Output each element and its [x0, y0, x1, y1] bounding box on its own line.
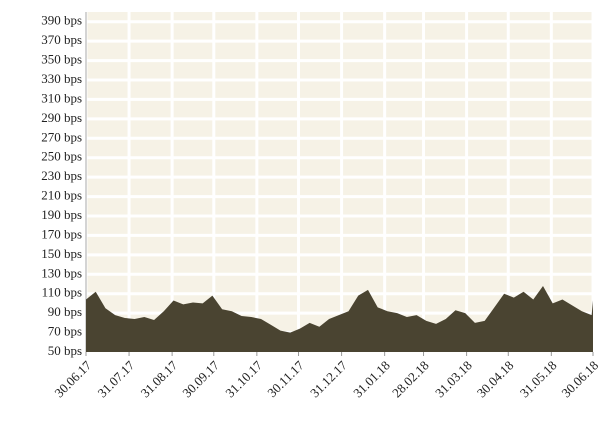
y-tick-label: 350 bps [41, 52, 82, 67]
y-tick-label: 390 bps [41, 13, 82, 28]
x-tick-label: 31.05.18 [517, 358, 560, 401]
x-tick-label: 30.06.17 [51, 357, 94, 400]
y-tick-label: 150 bps [41, 246, 82, 261]
x-tick-label: 30.06.18 [558, 358, 601, 401]
x-tick-label: 31.08.17 [138, 357, 181, 400]
y-tick-label: 330 bps [41, 71, 82, 86]
y-tick-label: 210 bps [41, 188, 82, 203]
y-tick-label: 290 bps [41, 110, 82, 125]
area [86, 285, 593, 352]
y-tick-label: 110 bps [42, 285, 82, 300]
y-tick-label: 50 bps [48, 343, 82, 358]
y-tick-label: 90 bps [48, 304, 82, 319]
x-tick-label: 28.02.18 [389, 358, 432, 401]
y-tick-label: 170 bps [41, 226, 82, 241]
x-tick-label: 31.10.17 [222, 357, 265, 400]
y-tick-label: 70 bps [48, 324, 82, 339]
x-tick-label: 31.12.17 [307, 357, 350, 400]
x-tick-label: 31.07.17 [95, 357, 138, 400]
y-tick-label: 250 bps [41, 149, 82, 164]
x-tick-label: 30.09.17 [179, 357, 222, 400]
y-tick-label: 310 bps [41, 90, 82, 105]
x-tick-label: 30.04.18 [474, 358, 517, 401]
y-tick-label: 270 bps [41, 129, 82, 144]
x-tick-label: 30.11.17 [264, 357, 307, 400]
y-tick-label: 370 bps [41, 32, 82, 47]
x-tick-label: 31.01.18 [350, 358, 393, 401]
y-tick-label: 230 bps [41, 168, 82, 183]
y-tick-label: 190 bps [41, 207, 82, 222]
x-tick-label: 31.03.18 [432, 358, 475, 401]
y-tick-label: 130 bps [41, 265, 82, 280]
